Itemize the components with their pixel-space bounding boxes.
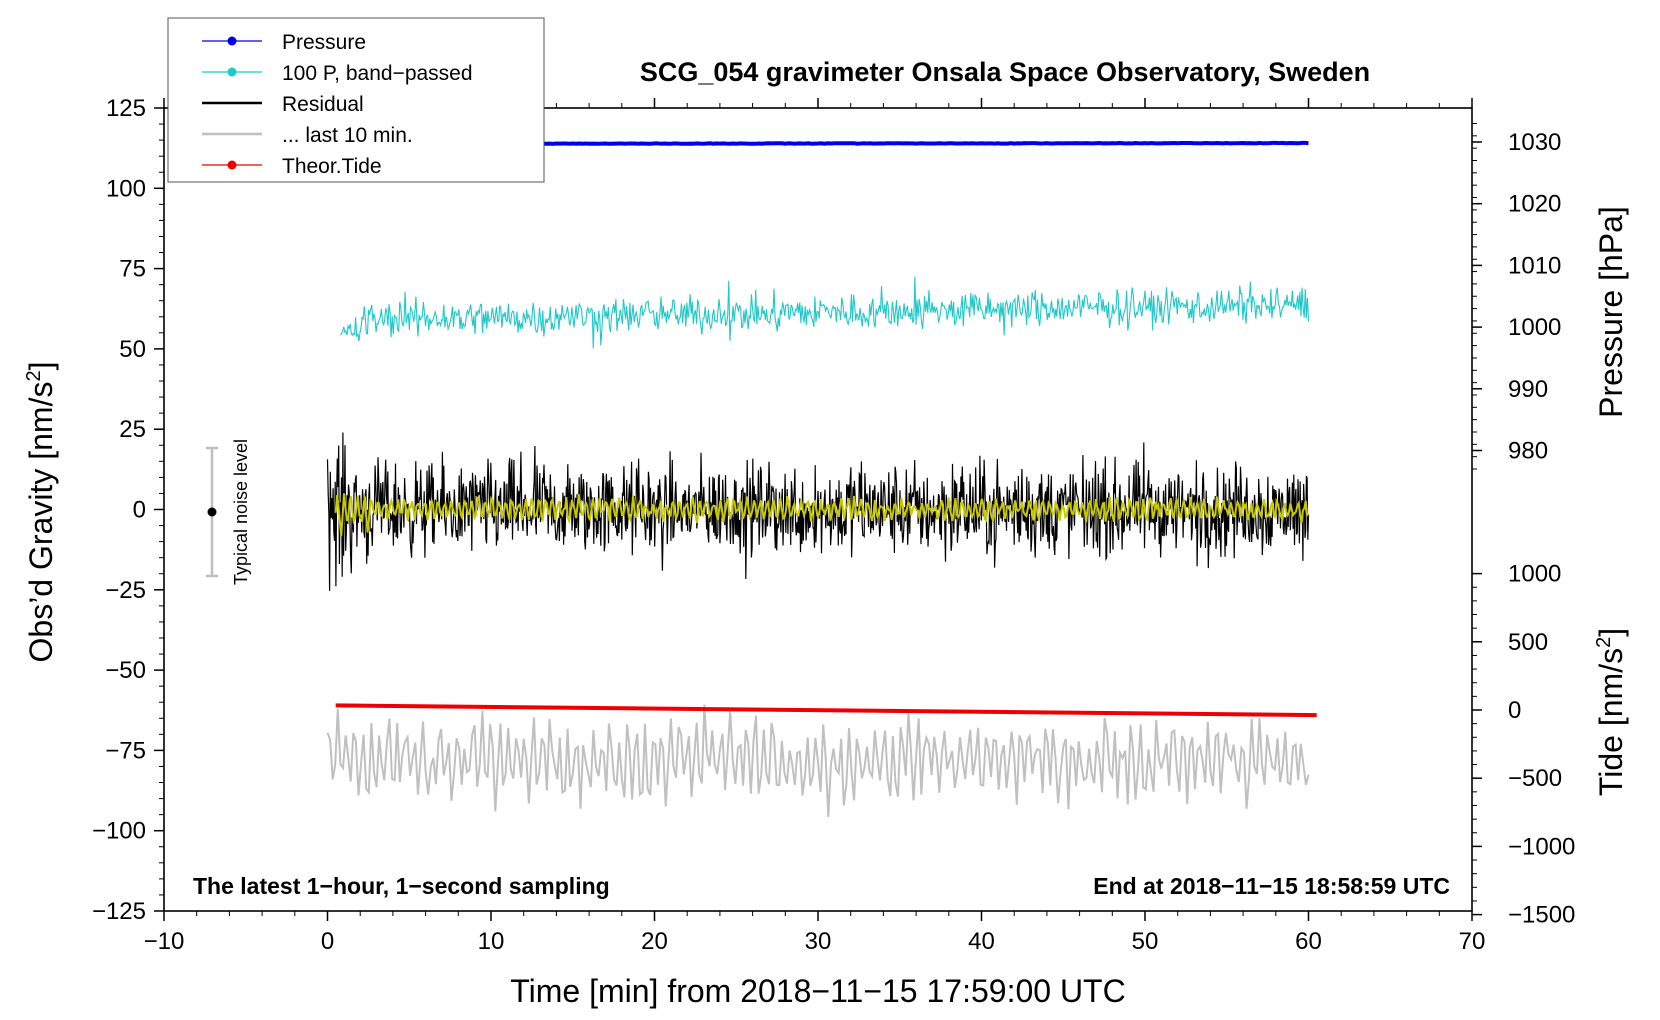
series-bandpassed-pressure: [340, 276, 1310, 349]
y-tick-label: −50: [105, 657, 146, 684]
legend-marker: [227, 67, 237, 77]
pressure-tick-label: 1010: [1508, 252, 1561, 279]
legend-marker: [227, 36, 237, 46]
tide-tick-label: 1000: [1508, 561, 1561, 588]
legend-box: [167, 17, 545, 183]
ticks-layer: −10 0 10 20 30 40 50 60 701251007550250−25−50−75…: [92, 95, 1575, 955]
y-tick-label: 0: [133, 497, 146, 524]
legend-marker: [227, 160, 237, 170]
y-tick-label: 50: [119, 336, 146, 363]
y-axis-label-pressure: Pressure [hPa]: [1593, 206, 1629, 418]
pressure-tick-label: 1030: [1508, 129, 1561, 156]
x-tick-label: 50: [1132, 928, 1159, 955]
x-tick-label: −10: [144, 928, 185, 955]
legend-label: Theor.Tide: [282, 155, 382, 178]
legend-label: 100 P, band−passed: [282, 62, 473, 85]
y-axis-label-left-text: Obs’d Gravity [nm/s: [23, 382, 59, 663]
y-tick-label: 75: [119, 256, 146, 283]
y-tick-label: −75: [105, 737, 146, 764]
tide-tick-label: −1500: [1508, 902, 1575, 929]
y-axis-label-tide: Tide [nm/s2]: [1593, 628, 1629, 796]
pressure-tick-label: 980: [1508, 438, 1548, 465]
legend-item: ... last 10 min.: [202, 124, 413, 147]
legend-item: Pressure: [202, 31, 366, 54]
y-axis-label-tide-close: ]: [1593, 628, 1629, 637]
legend-items: Pressure 100 P, band−passed Residual ... la…: [202, 31, 473, 178]
y-axis-label-left: Obs’d Gravity [nm/s2]: [23, 362, 59, 663]
legend-label: ... last 10 min.: [282, 124, 413, 147]
tide-tick-label: −1000: [1508, 833, 1575, 860]
annotation-left: The latest 1−hour, 1−second sampling: [193, 873, 610, 899]
legend-item: 100 P, band−passed: [202, 62, 473, 85]
series-layer: [326, 140, 1317, 817]
y-tick-label: −25: [105, 577, 146, 604]
pressure-tick-label: 1000: [1508, 314, 1561, 341]
legend-label: Residual: [282, 93, 364, 116]
x-tick-label: 60: [1295, 928, 1322, 955]
tide-tick-label: −500: [1508, 765, 1562, 792]
x-tick-label: 10: [478, 928, 505, 955]
legend: Pressure 100 P, band−passed Residual ... la…: [167, 17, 545, 183]
y-axis-label-tide-text: Tide [nm/s: [1593, 648, 1629, 796]
noise-center-dot: [207, 507, 217, 517]
annotation-right: End at 2018−11−15 18:58:59 UTC: [1093, 873, 1450, 899]
y-tick-label: −125: [92, 898, 146, 925]
y-axis-label-left-close: ]: [23, 362, 59, 371]
y-axis-label-left-sup: 2: [23, 370, 45, 381]
pressure-tick-label: 990: [1508, 376, 1548, 403]
series-last-10-min: [326, 704, 1310, 817]
x-tick-label: 30: [805, 928, 832, 955]
tide-tick-label: 500: [1508, 629, 1548, 656]
noise-level-marker: Typical noise level: [206, 439, 251, 585]
x-tick-label: 70: [1459, 928, 1486, 955]
series-residual: [326, 432, 1310, 591]
tide-tick-label: 0: [1508, 697, 1521, 724]
y-tick-label: −100: [92, 818, 146, 845]
y-tick-label: 125: [106, 95, 146, 122]
legend-item: Theor.Tide: [202, 155, 382, 178]
y-axis-label-tide-sup: 2: [1593, 637, 1615, 648]
y-tick-label: 100: [106, 175, 146, 202]
y-tick-label: 25: [119, 416, 146, 443]
legend-item: Residual: [202, 93, 364, 116]
x-tick-label: 0: [321, 928, 334, 955]
x-axis-label: Time [min] from 2018−11−15 17:59:00 UTC: [510, 973, 1125, 1009]
pressure-tick-label: 1020: [1508, 191, 1561, 218]
series-residual-smoothed: [334, 493, 1310, 537]
series-theor-tide: [335, 703, 1317, 718]
legend-label: Pressure: [282, 31, 366, 54]
x-tick-label: 20: [641, 928, 668, 955]
chart-title: SCG_054 gravimeter Onsala Space Observat…: [640, 57, 1370, 87]
noise-label: Typical noise level: [231, 439, 251, 585]
x-tick-label: 40: [968, 928, 995, 955]
